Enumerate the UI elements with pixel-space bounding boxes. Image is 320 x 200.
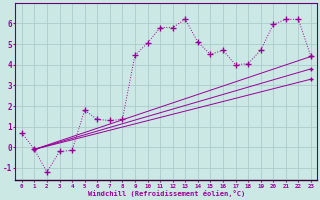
X-axis label: Windchill (Refroidissement éolien,°C): Windchill (Refroidissement éolien,°C) — [88, 190, 245, 197]
